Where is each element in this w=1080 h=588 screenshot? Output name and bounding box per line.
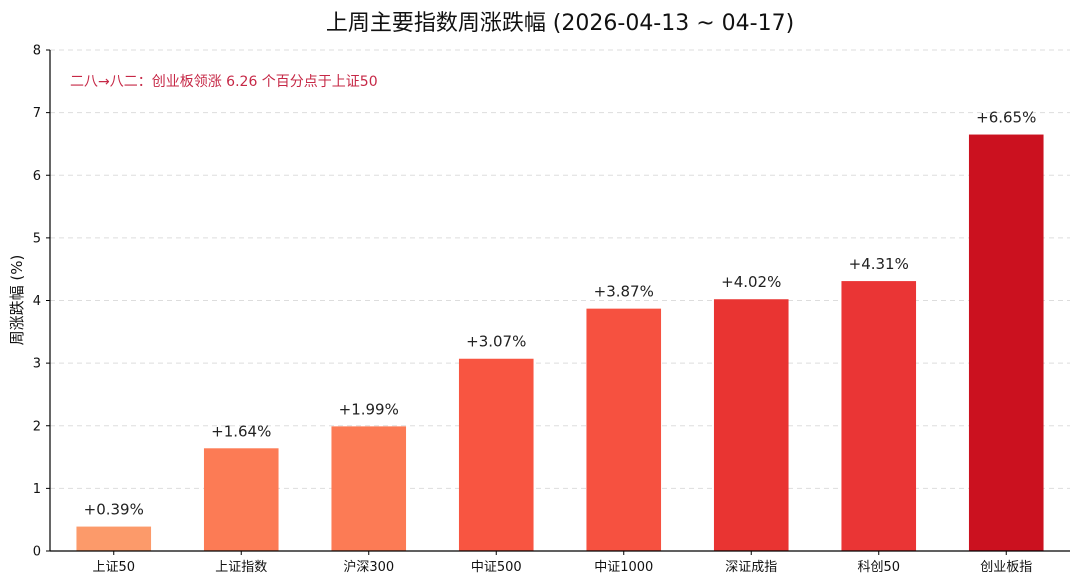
x-tick-label: 创业板指 xyxy=(980,560,1032,575)
bar-value-label: +0.39% xyxy=(84,501,144,519)
bar xyxy=(841,281,917,551)
bar-value-label: +6.65% xyxy=(976,109,1036,127)
y-tick-label: 8 xyxy=(33,44,41,59)
y-tick-label: 3 xyxy=(33,357,41,372)
bar xyxy=(331,426,407,551)
x-tick-label: 上证50 xyxy=(92,560,135,575)
x-tick-label: 科创50 xyxy=(857,560,900,575)
x-tick-label: 深证成指 xyxy=(725,560,777,575)
x-tick-label: 中证500 xyxy=(471,560,522,575)
x-tick-labels: 上证50 上证指数 沪深300 中证500 中证1000 深证成指 科创50 创业板指 xyxy=(92,551,1032,575)
y-tick-labels: 0 1 2 3 4 5 6 7 8 xyxy=(33,44,50,560)
value-labels: +0.39% +1.64% +1.99% +3.07% +3.87% +4.02% +4.3… xyxy=(84,109,1037,519)
y-tick-label: 1 xyxy=(33,482,41,497)
y-tick-label: 7 xyxy=(33,106,41,121)
bar-value-label: +1.99% xyxy=(339,400,399,418)
grid-lines xyxy=(50,49,1070,489)
x-tick-label: 上证指数 xyxy=(215,560,267,575)
bar xyxy=(586,308,662,551)
bar-value-label: +3.07% xyxy=(466,333,526,351)
bar xyxy=(458,358,534,551)
bar-value-label: +1.64% xyxy=(211,422,271,440)
bars xyxy=(76,134,1044,551)
y-tick-label: 6 xyxy=(33,169,41,184)
y-axis-label: 周涨跌幅 (%) xyxy=(8,255,26,346)
y-tick-label: 2 xyxy=(33,419,41,434)
y-tick-label: 0 xyxy=(33,545,41,560)
bar-value-label: +4.31% xyxy=(849,255,909,273)
chart-title: 上周主要指数周涨跌幅 (2026-04-13 ~ 04-17) xyxy=(326,11,794,36)
y-tick-label: 5 xyxy=(33,231,41,246)
bar-value-label: +4.02% xyxy=(721,273,781,291)
bar xyxy=(203,448,279,551)
bar xyxy=(76,526,152,551)
bar xyxy=(968,134,1044,551)
bar xyxy=(713,299,789,551)
x-tick-label: 沪深300 xyxy=(343,559,394,575)
y-tick-label: 4 xyxy=(33,294,41,309)
chart-annotation: 二八→八二：创业板领涨 6.26 个百分点于上证50 xyxy=(70,74,378,90)
bar-value-label: +3.87% xyxy=(594,283,654,301)
x-tick-label: 中证1000 xyxy=(594,560,653,575)
